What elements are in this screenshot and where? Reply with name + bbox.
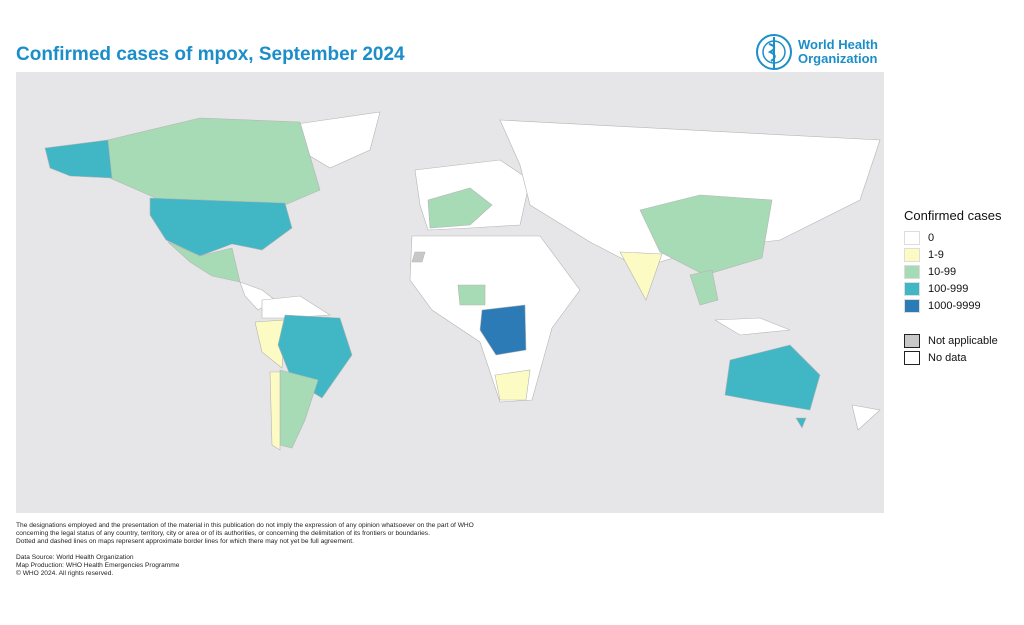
country xyxy=(619,251,663,301)
legend-label: No data xyxy=(928,351,967,364)
country xyxy=(107,117,321,206)
country xyxy=(795,417,807,429)
legend-swatch xyxy=(904,298,920,313)
ocean xyxy=(16,72,884,513)
legend-item: 10-99 xyxy=(904,263,1002,280)
country xyxy=(269,371,281,451)
disclaimer-line: Dotted and dashed lines on maps represen… xyxy=(16,538,354,545)
legend-item: No data xyxy=(904,349,1002,366)
logo: World Health Organization xyxy=(754,32,878,72)
legend-label: 1-9 xyxy=(928,248,944,261)
country xyxy=(689,269,719,306)
legend-swatch xyxy=(904,264,920,279)
logo-text: World Health xyxy=(798,37,878,52)
country xyxy=(279,369,319,449)
logo-text: Organization xyxy=(798,51,878,66)
legend-item: 1-9 xyxy=(904,246,1002,263)
country xyxy=(639,194,773,276)
legend-swatch xyxy=(904,281,920,296)
country xyxy=(414,159,531,231)
legend-label: 1000-9999 xyxy=(928,299,981,312)
country xyxy=(254,319,286,369)
country xyxy=(239,281,276,311)
country xyxy=(411,251,426,263)
legend-item: Not applicable xyxy=(904,332,1002,349)
legend-swatch xyxy=(904,230,920,245)
country xyxy=(851,404,881,431)
source-line: Map Production: WHO Health Emergencies P… xyxy=(16,562,180,569)
country xyxy=(499,119,881,269)
country xyxy=(724,344,821,411)
footer: The designations employed and the presen… xyxy=(16,522,474,578)
legend-swatch xyxy=(904,247,920,262)
country xyxy=(289,111,381,169)
legend-item: 0 xyxy=(904,229,1002,246)
legend-label: 10-99 xyxy=(928,265,957,278)
legend: Confirmed cases 0 1-9 10-99 100-999 1000-999… xyxy=(904,208,1002,366)
legend-item: 1000-9999 xyxy=(904,297,1002,314)
country xyxy=(409,235,581,403)
title: Confirmed cases of mpox, September 2024 xyxy=(16,44,405,65)
legend-swatch xyxy=(904,350,920,365)
country xyxy=(427,187,493,229)
country xyxy=(44,139,113,179)
country xyxy=(457,284,486,306)
country xyxy=(713,317,791,336)
source-line: © WHO 2024. All rights reserved. xyxy=(16,570,114,577)
legend-swatch xyxy=(904,333,920,348)
source-line: Data Source: World Health Organization xyxy=(16,554,134,561)
disclaimer-line: The designations employed and the presen… xyxy=(16,522,474,529)
legend-label: 100-999 xyxy=(928,282,969,295)
legend-label: 0 xyxy=(928,231,935,244)
legend-label: Not applicable xyxy=(928,334,998,347)
legend-title: Confirmed cases xyxy=(904,208,1002,223)
country xyxy=(277,314,353,399)
logo-emblem xyxy=(756,34,792,70)
country xyxy=(494,369,531,401)
country xyxy=(479,304,527,356)
country xyxy=(261,295,331,319)
legend-item: 100-999 xyxy=(904,280,1002,297)
disclaimer-line: concerning the legal status of any count… xyxy=(16,530,430,537)
country xyxy=(167,241,241,283)
country xyxy=(149,197,293,257)
